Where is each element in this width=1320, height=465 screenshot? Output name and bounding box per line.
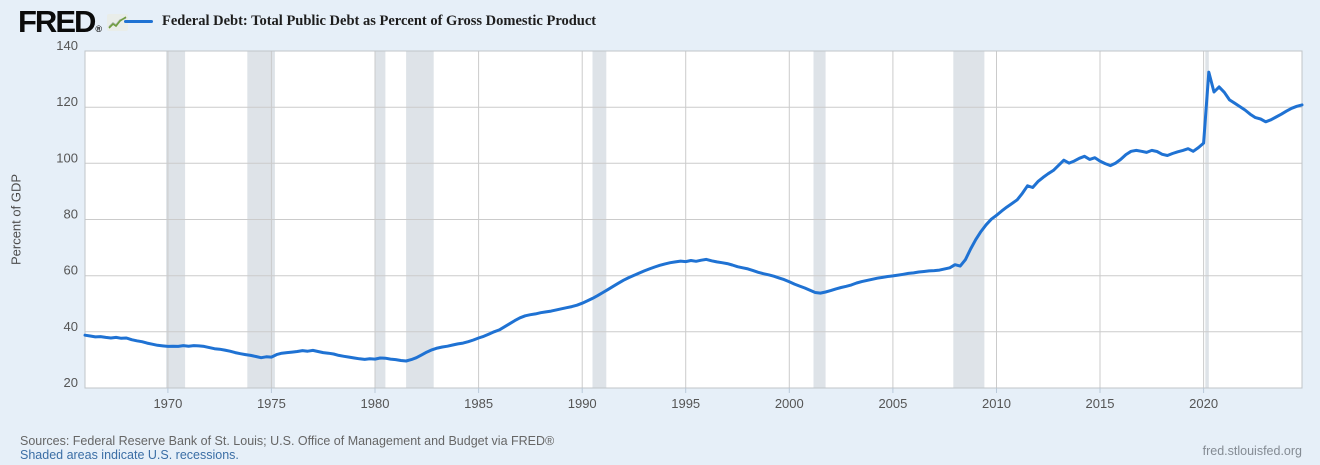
x-tick-label: 1990 (568, 396, 597, 411)
plot-border (84, 50, 1303, 389)
x-tick-label: 2010 (982, 396, 1011, 411)
series-legend[interactable]: Federal Debt: Total Public Debt as Perce… (124, 13, 596, 30)
x-tick-label: 2020 (1189, 396, 1218, 411)
series-line-swatch (124, 20, 153, 23)
line-chart[interactable]: 1970 1975 1980 1985 1990 1995 2000 2005 2010 2015… (0, 0, 1320, 420)
x-tick-label: 1975 (257, 396, 286, 411)
x-tick-label: 1995 (671, 396, 700, 411)
y-tick-label: 120 (56, 94, 78, 109)
y-tick-label: 100 (56, 150, 78, 165)
fred-watermark-link[interactable]: fred.stlouisfed.org (1202, 444, 1302, 458)
sparkline-icon (107, 13, 129, 31)
y-tick-label: 20 (64, 375, 78, 390)
x-tick-label: 1980 (361, 396, 390, 411)
x-tick-label: 2005 (878, 396, 907, 411)
recession-note-link[interactable]: Shaded areas indicate U.S. recessions. (20, 448, 239, 462)
y-tick-label: 60 (64, 263, 78, 278)
x-tick-label: 2000 (775, 396, 804, 411)
registered-mark: ® (95, 24, 103, 34)
y-tick-label: 80 (64, 207, 78, 222)
fred-logo[interactable]: FRED ® (18, 4, 129, 40)
y-tick-label: 40 (64, 319, 78, 334)
chart-plot-area[interactable]: 1970 1975 1980 1985 1990 1995 2000 2005 2010 2015… (0, 0, 1320, 420)
chart-header: FRED ® Federal Debt: Total Public Debt as… (0, 0, 1320, 42)
fred-logo-text: FRED (18, 4, 96, 39)
data-line (83, 70, 1304, 363)
y-axis-title: Percent of GDP (8, 173, 24, 266)
x-tick-label: 1985 (464, 396, 493, 411)
y-tick-label: 140 (56, 38, 78, 53)
x-tick-label: 1970 (153, 396, 182, 411)
sources-note: Sources: Federal Reserve Bank of St. Lou… (20, 434, 555, 448)
series-title: Federal Debt: Total Public Debt as Perce… (162, 13, 597, 29)
x-tick-label: 2015 (1086, 396, 1115, 411)
